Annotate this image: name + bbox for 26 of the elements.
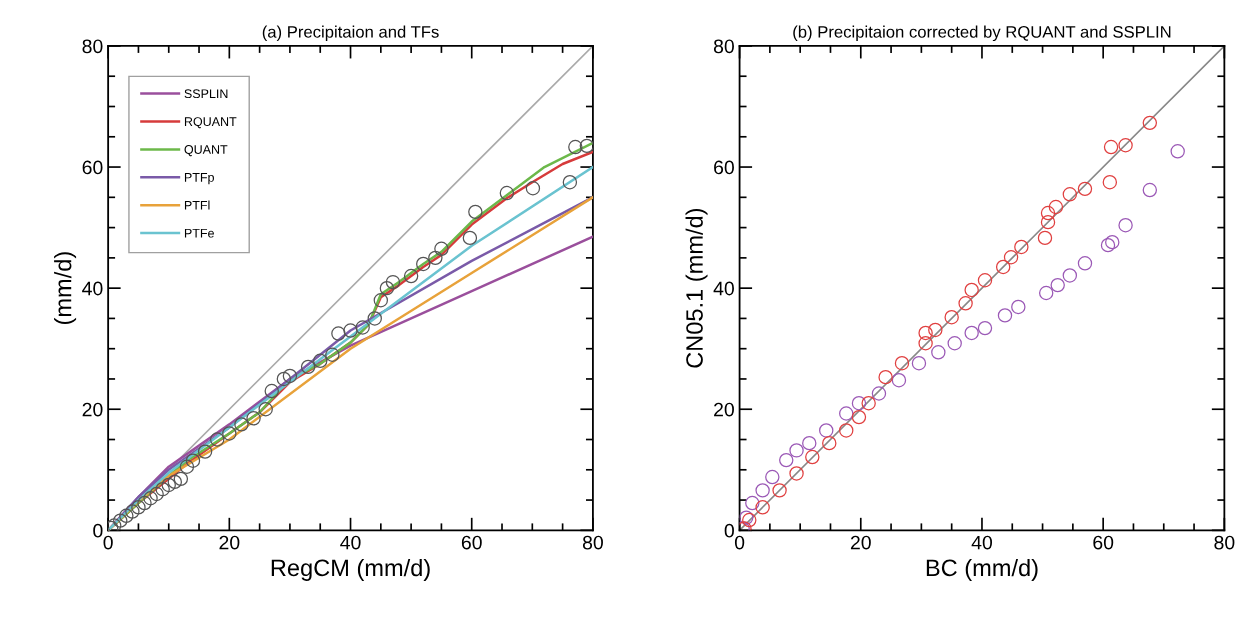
x-tick-label: 0 xyxy=(734,535,745,550)
x-tick-label: 0 xyxy=(103,535,113,550)
x-axis-title: BC (mm/d) xyxy=(926,558,1038,581)
y-tick-label: 40 xyxy=(713,281,734,296)
chart-title: (a) Precipitaion and TFs xyxy=(262,25,439,42)
x-tick-label: 40 xyxy=(340,535,361,550)
y-tick-label: 80 xyxy=(713,39,734,54)
y-tick-label: 0 xyxy=(724,523,734,538)
y-axis-title: (mm/d) xyxy=(54,252,77,325)
x-tick-label: 20 xyxy=(850,535,871,550)
y-tick-label: 0 xyxy=(93,523,103,538)
y-tick-label: 60 xyxy=(714,160,734,175)
x-tick-label: 60 xyxy=(1093,535,1114,550)
y-tick-label: 60 xyxy=(82,160,103,175)
x-tick-label: 80 xyxy=(582,535,603,550)
x-tick-label: 60 xyxy=(461,535,482,550)
x-axis-title: RegCM (mm/d) xyxy=(271,558,430,581)
x-tick-label: 80 xyxy=(1214,535,1235,550)
x-tick-label: 40 xyxy=(971,535,993,550)
y-tick-label: 20 xyxy=(82,402,103,417)
y-tick-label: 40 xyxy=(82,281,103,296)
y-tick-label: 20 xyxy=(714,402,734,417)
y-tick-label: 80 xyxy=(82,39,103,54)
y-axis-title: CN05.1 (mm/d) xyxy=(685,208,708,368)
chart-title: (b) Precipitaion corrected by RQUANT and SSPLIN xyxy=(793,25,1171,42)
x-tick-label: 20 xyxy=(219,535,240,550)
